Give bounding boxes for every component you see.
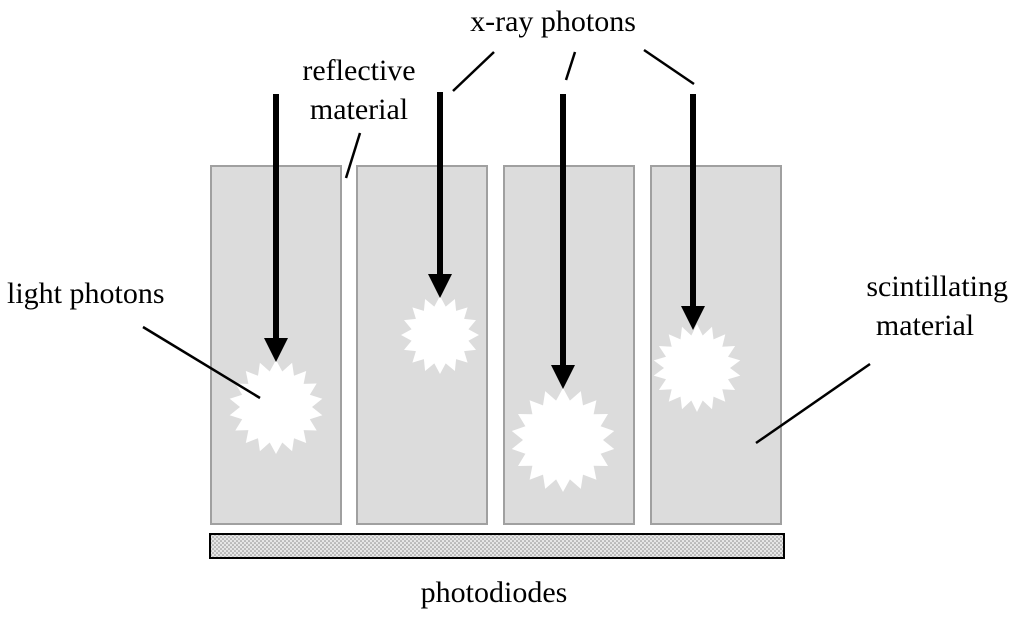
leader-xray-3 [643, 48, 695, 86]
labels: x-ray photons reflective material light … [7, 5, 1008, 609]
photodiode-strip [209, 533, 785, 559]
reflective-material-label-line1: reflective [302, 54, 415, 87]
starburst-icon [401, 296, 479, 374]
starburst-icon [511, 388, 615, 492]
leader-xray-2 [564, 51, 577, 81]
leader-light-photons [142, 325, 261, 400]
reflective-material-label-line2: material [310, 93, 408, 126]
xray-photons-label: x-ray photons [470, 5, 636, 38]
starburst-icon [229, 360, 323, 454]
light-flashes [229, 296, 741, 492]
arrow-down-icon [551, 94, 575, 389]
arrow-down-icon [428, 92, 452, 298]
starburst-icon [653, 324, 741, 412]
light-photons-label: light photons [7, 277, 165, 310]
xray-arrows [264, 92, 705, 389]
scintillating-material-label-line1: scintillating [866, 270, 1008, 303]
leader-reflective [344, 132, 362, 179]
photodiodes-label: photodiodes [421, 576, 568, 609]
arrow-down-icon [681, 94, 705, 330]
leader-scintillating [755, 362, 871, 445]
arrow-down-icon [264, 94, 288, 362]
scintillating-material-label-line2: material [876, 309, 974, 342]
leader-xray-1 [452, 51, 495, 92]
leader-lines [142, 48, 871, 445]
